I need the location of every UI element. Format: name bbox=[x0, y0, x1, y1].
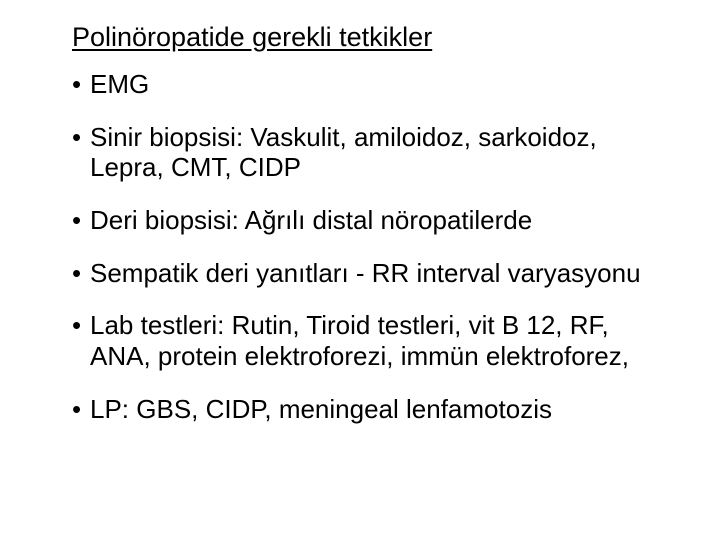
list-item: Deri biopsisi: Ağrılı distal nöropatiler… bbox=[72, 205, 660, 236]
list-item: Lab testleri: Rutin, Tiroid testleri, vi… bbox=[72, 310, 660, 371]
list-item: LP: GBS, CIDP, meningeal lenfamotozis bbox=[72, 394, 660, 425]
slide: Polinöropatide gerekli tetkikler EMG Sin… bbox=[0, 0, 720, 540]
list-item: EMG bbox=[72, 69, 660, 100]
slide-title: Polinöropatide gerekli tetkikler bbox=[72, 22, 660, 53]
list-item: Sempatik deri yanıtları - RR interval va… bbox=[72, 258, 660, 289]
bullet-list: EMG Sinir biopsisi: Vaskulit, amiloidoz,… bbox=[72, 69, 660, 424]
list-item: Sinir biopsisi: Vaskulit, amiloidoz, sar… bbox=[72, 122, 660, 183]
